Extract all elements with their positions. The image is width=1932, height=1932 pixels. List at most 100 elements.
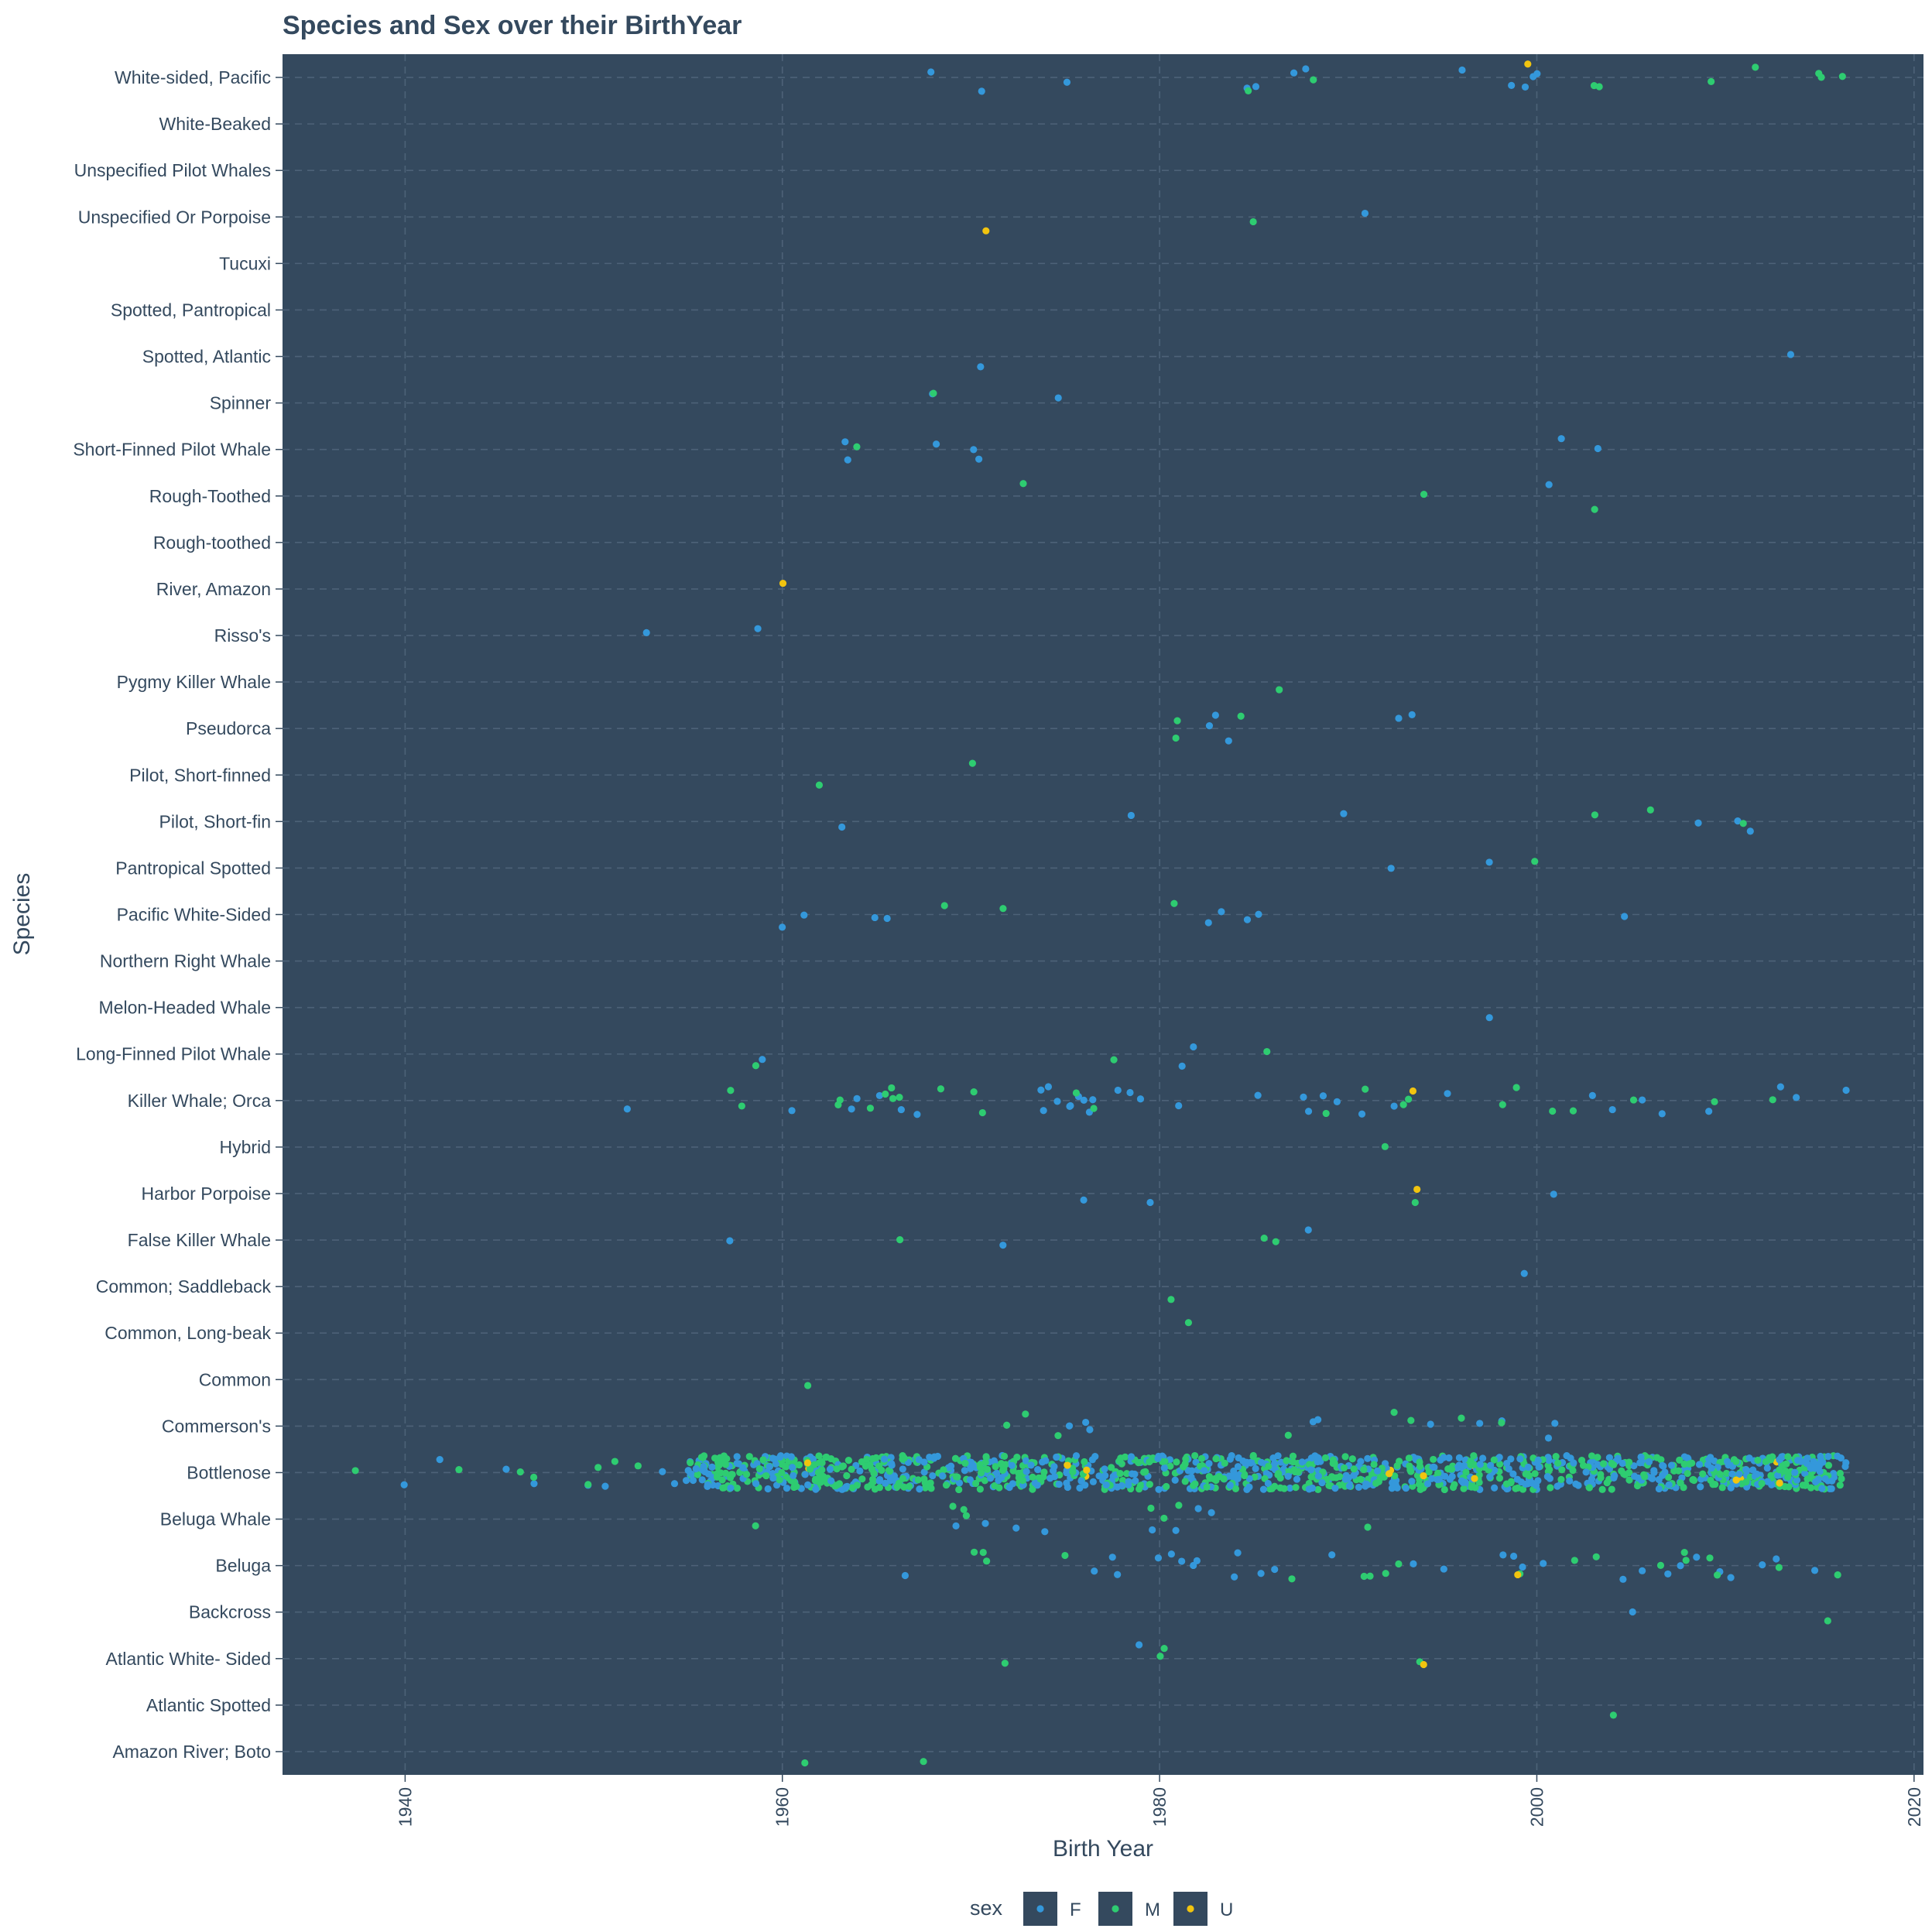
point-F xyxy=(1193,1557,1201,1564)
point-M xyxy=(1263,1047,1271,1056)
point-M xyxy=(1434,1469,1442,1477)
y-tick-label: Pantropical Spotted xyxy=(115,858,271,878)
point-M xyxy=(1245,87,1252,94)
point-F xyxy=(726,1237,734,1245)
point-M xyxy=(1512,1084,1520,1091)
point-M xyxy=(866,1461,874,1468)
point-F xyxy=(1314,1472,1322,1480)
point-M xyxy=(721,1461,729,1468)
point-F xyxy=(1286,1484,1294,1492)
point-F xyxy=(1328,1551,1336,1559)
point-M xyxy=(970,1088,978,1096)
point-F xyxy=(1582,1468,1590,1476)
point-M xyxy=(1375,1478,1382,1485)
point-F xyxy=(1345,1482,1354,1490)
point-F xyxy=(1190,1043,1197,1051)
point-M xyxy=(1591,811,1599,819)
point-M xyxy=(1621,1471,1629,1478)
point-F xyxy=(955,1479,964,1487)
point-M xyxy=(1758,1479,1766,1488)
point-M xyxy=(1314,1485,1322,1493)
point-F xyxy=(733,1459,741,1468)
point-F xyxy=(1252,83,1260,91)
point-F xyxy=(1458,66,1466,74)
point-M xyxy=(1629,1096,1638,1104)
point-M xyxy=(1838,73,1846,80)
point-U xyxy=(1776,1479,1783,1487)
point-F xyxy=(916,1485,923,1493)
y-tick-label: Killer Whale; Orca xyxy=(128,1091,272,1111)
point-F xyxy=(1661,1468,1669,1476)
point-M xyxy=(1554,1459,1562,1467)
point-F xyxy=(1605,1454,1613,1461)
point-F xyxy=(883,914,891,923)
point-F xyxy=(1257,1570,1265,1577)
point-M xyxy=(1425,1468,1433,1476)
point-M xyxy=(1292,1484,1300,1492)
point-F xyxy=(1774,1471,1782,1479)
point-F xyxy=(1245,1475,1253,1482)
point-M xyxy=(762,1471,770,1480)
point-F xyxy=(1089,1478,1097,1485)
point-M xyxy=(720,1484,728,1492)
point-F xyxy=(1454,1464,1461,1472)
point-M xyxy=(1350,1465,1358,1473)
y-tick-label: False Killer Whale xyxy=(128,1230,271,1250)
point-F xyxy=(1693,1553,1701,1561)
point-F xyxy=(1293,1475,1301,1483)
point-M xyxy=(1029,1473,1036,1481)
point-M xyxy=(992,1463,999,1471)
point-M xyxy=(1502,1480,1511,1488)
point-M xyxy=(1160,1644,1168,1653)
point-M xyxy=(1769,1453,1776,1461)
point-F xyxy=(779,923,786,931)
point-M xyxy=(976,1461,984,1468)
point-F xyxy=(1621,913,1629,920)
point-F xyxy=(920,1468,928,1476)
point-F xyxy=(1534,1457,1542,1464)
point-F xyxy=(1658,1110,1666,1118)
point-F xyxy=(882,1479,889,1487)
point-F xyxy=(1697,1483,1704,1491)
point-M xyxy=(921,1484,929,1492)
point-F xyxy=(1254,1091,1262,1099)
point-M xyxy=(1625,1458,1633,1466)
point-M xyxy=(1407,1468,1415,1475)
point-F xyxy=(1284,1472,1292,1480)
point-F xyxy=(1175,1101,1183,1110)
point-M xyxy=(1276,686,1283,694)
point-F xyxy=(1055,1480,1063,1488)
point-M xyxy=(1569,1107,1577,1115)
point-M xyxy=(1283,1457,1290,1464)
point-M xyxy=(1362,1085,1369,1093)
point-F xyxy=(1828,1485,1835,1492)
point-F xyxy=(1588,1091,1596,1099)
point-F xyxy=(772,1460,779,1468)
point-M xyxy=(1360,1465,1368,1474)
point-M xyxy=(1708,77,1715,85)
point-M xyxy=(584,1481,592,1488)
point-M xyxy=(1664,1473,1673,1482)
point-F xyxy=(1239,1458,1247,1465)
point-M xyxy=(968,759,976,767)
point-F xyxy=(759,1056,766,1064)
point-M xyxy=(1108,1464,1115,1471)
point-F xyxy=(1520,1269,1528,1277)
point-F xyxy=(1039,1458,1046,1466)
y-tick-label: Unspecified Pilot Whales xyxy=(74,160,271,180)
point-U xyxy=(1420,1472,1427,1480)
legend-title: sex xyxy=(970,1896,1003,1920)
point-F xyxy=(838,823,846,831)
point-F xyxy=(1243,916,1252,923)
point-F xyxy=(1773,1555,1780,1563)
point-M xyxy=(914,1476,922,1484)
point-M xyxy=(835,1480,844,1488)
point-M xyxy=(1000,1452,1009,1460)
y-tick-label: White-sided, Pacific xyxy=(115,67,271,87)
point-F xyxy=(1639,1567,1646,1574)
point-M xyxy=(955,1485,963,1494)
point-F xyxy=(800,911,808,919)
point-M xyxy=(1329,1474,1337,1482)
point-F xyxy=(1455,1454,1463,1461)
point-M xyxy=(1591,505,1598,513)
